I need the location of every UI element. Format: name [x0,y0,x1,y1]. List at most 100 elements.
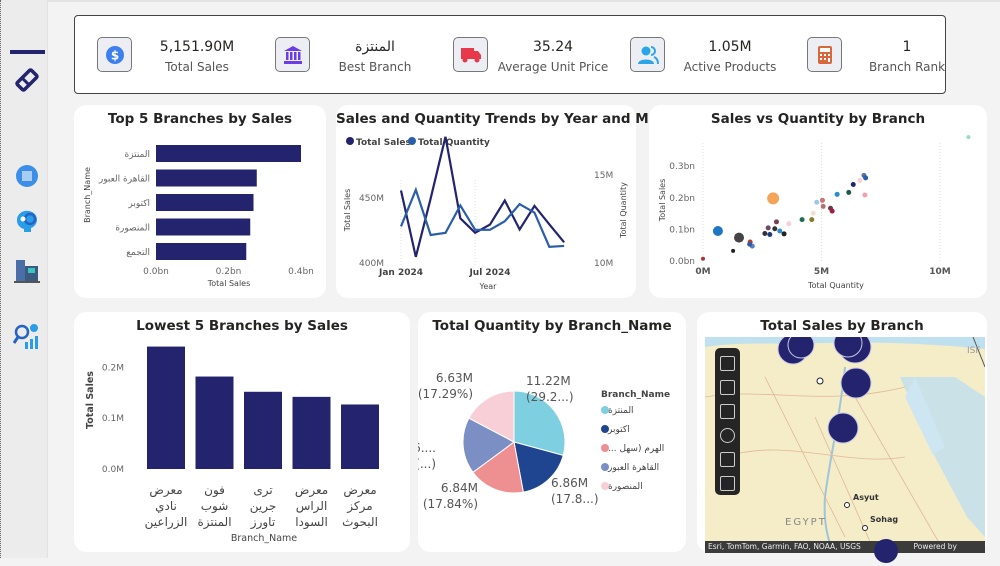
scatter-point[interactable] [863,175,869,181]
kpi-value: 1.05M [708,39,752,55]
bar[interactable] [341,404,379,469]
active-indicator [10,50,45,54]
scatter-point[interactable] [820,203,826,209]
analytics-search-icon[interactable] [13,322,41,350]
category-label: فون [204,483,225,498]
pie-slice[interactable] [462,417,515,473]
kpi-active-products: 1.05M Active Products [630,37,800,74]
map-bubble[interactable] [833,337,863,358]
bars-icon[interactable] [720,452,735,467]
y-tick-label: 0.0bn [669,257,695,267]
kpi-label: Best Branch [338,60,412,74]
scatter-point[interactable] [809,217,815,223]
y2-tick-label: 15M [594,171,613,181]
kpi-label: Average Unit Price [497,60,609,74]
category-label: المنصورة [115,224,150,234]
kpi-label: Active Products [683,60,777,74]
scatter-point[interactable] [701,256,705,261]
grid-icon[interactable] [720,380,735,395]
map-attribution: Esri, TomTom, Garmin, FAO, NOAA, USGS [708,542,861,551]
map-bubble[interactable] [787,337,815,359]
layers-icon[interactable] [720,356,735,371]
scatter-point[interactable] [846,189,852,195]
scatter-point[interactable] [829,208,835,214]
scatter-point[interactable] [712,225,723,236]
scatter-point[interactable] [781,231,787,237]
pie-slice[interactable] [513,441,564,493]
scatter-point[interactable] [799,217,805,223]
kpi-branch-rank: 1 Branch Rank [807,37,977,74]
scatter-point[interactable] [767,192,780,205]
map-powered-by: Powered by [913,542,957,551]
scatter-point[interactable] [810,210,816,216]
calculator-icon [807,37,842,72]
pie-slice[interactable] [513,390,566,456]
scatter-point[interactable] [834,191,840,197]
pie-slice[interactable] [472,441,524,494]
x-axis-title: Branch_Name [231,533,297,544]
chart-title: Lowest 5 Branches by Sales [136,318,348,334]
legend-marker [408,137,416,145]
trend-chart: Total Sales Total Quantity 400M 450M 10M 15M J… [343,136,628,291]
head-gear-icon[interactable] [13,206,41,234]
scatter-point[interactable] [862,192,868,198]
slice-percent-label: (17.8...) [551,492,599,506]
scatter-point[interactable] [731,248,736,253]
users-icon [630,37,665,72]
legend-marker [346,137,354,145]
scatter-point[interactable] [814,199,820,205]
globe-building-icon[interactable] [13,162,41,190]
scatter-point[interactable] [765,225,771,231]
search-icon[interactable] [720,428,735,443]
scatter-point[interactable] [772,226,778,232]
x-tick-label: 5M [814,267,829,277]
series-line-sales[interactable] [399,136,565,258]
select-box-icon[interactable] [720,404,735,419]
top-border [48,0,1000,2]
bar[interactable] [156,169,257,187]
bar[interactable] [156,218,251,236]
y-tick-label: 0.2M [102,363,124,373]
scatter-point[interactable] [857,177,863,183]
bar[interactable] [244,391,282,469]
scatter-point[interactable] [747,241,753,247]
scatter-point[interactable] [734,232,745,243]
scatter-point[interactable] [767,231,773,237]
kpi-value: المنتزة [355,39,395,55]
kpi-value: 35.24 [532,39,574,55]
category-label: معرض [149,483,182,498]
scatter-point[interactable] [777,228,783,234]
buildings-icon[interactable] [13,256,41,284]
map-view[interactable]: ISF Asyut Sohag EGYPT [705,337,985,553]
map-label-country: EGYPT [785,517,827,528]
bar[interactable] [292,396,331,469]
bar[interactable] [156,145,301,162]
bar[interactable] [147,346,185,469]
category-label: جرين [250,499,277,514]
scatter-point[interactable] [966,135,971,140]
map-bubble[interactable] [871,536,901,566]
map-bubble[interactable] [840,367,872,399]
person-icon[interactable] [720,476,735,491]
chart-title: Total Quantity by Branch_Name [432,318,672,334]
scatter-point[interactable] [850,182,856,188]
pie-slice[interactable] [468,390,515,443]
y-tick-label: 400M [359,259,384,269]
bar[interactable] [195,376,234,469]
scatter-point[interactable] [786,221,792,227]
scatter-point[interactable] [819,197,825,203]
lowest5-chart: معرضناديالزراعينفونشوبالمنتزةترىجرينتاور… [85,346,379,544]
bar[interactable] [156,194,254,211]
series-line-quantity[interactable] [399,186,565,249]
kpi-label: Total Sales [165,60,229,74]
slice-value-label: 6.63M [436,371,473,385]
scatter-point[interactable] [762,231,768,237]
y-tick-label: 0.1bn [669,225,695,235]
legend-label: المنصورة [608,482,643,492]
scatter-point[interactable] [773,219,779,225]
map-bubble[interactable] [827,412,859,444]
bar[interactable] [156,243,247,260]
kpi-total-sales: $ 5,151.90M Total Sales [97,37,267,74]
eraser-icon[interactable] [13,66,41,94]
x-tick-label: 0.4bn [288,267,314,277]
